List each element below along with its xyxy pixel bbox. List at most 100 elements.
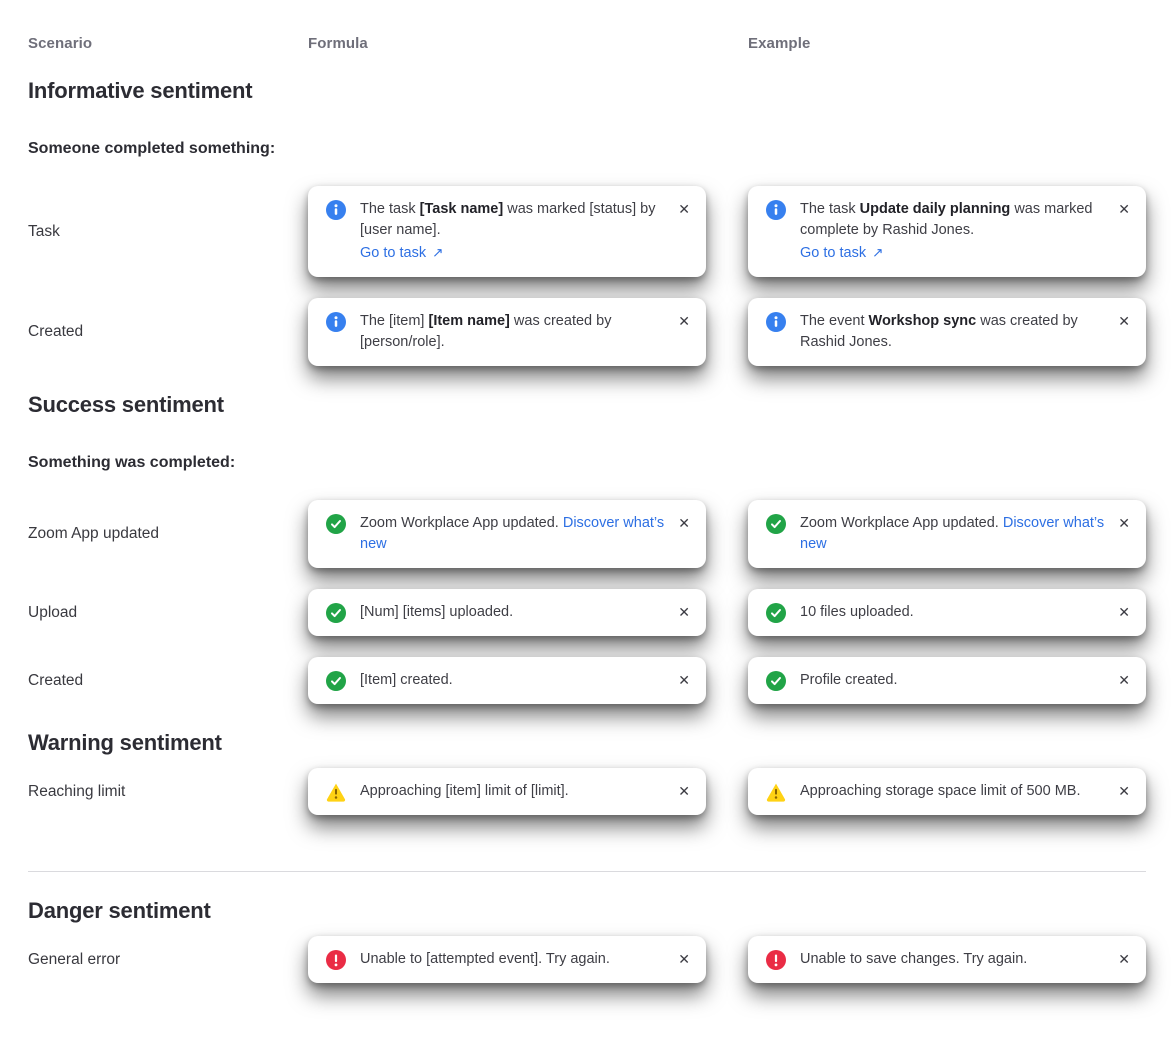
- message-text: Zoom Workplace App updated.: [800, 515, 1003, 531]
- toast-message: Zoom Workplace App updated. Discover wha…: [800, 513, 1106, 555]
- scenario-label: Zoom App updated: [28, 525, 159, 542]
- success-icon: [326, 671, 346, 691]
- toast-content: Approaching [item] limit of [limit].: [360, 781, 666, 802]
- external-link-arrow-icon: ↗: [432, 245, 444, 260]
- close-icon: ✕: [1118, 672, 1130, 688]
- dismiss-button[interactable]: ✕: [678, 951, 690, 968]
- table-row: Zoom App updated Zoom Workplace App updat…: [28, 500, 1146, 568]
- message-text: 10 files uploaded.: [800, 604, 914, 620]
- inline-link[interactable]: Discover what’s new: [360, 515, 665, 552]
- message-text: The task: [360, 201, 420, 217]
- message-text: [Num] [items] uploaded.: [360, 604, 514, 620]
- dismiss-button[interactable]: ✕: [678, 672, 690, 689]
- toast-message: The task Update daily planning was marke…: [800, 199, 1106, 241]
- dismiss-button[interactable]: ✕: [1118, 604, 1130, 621]
- info-icon: [766, 312, 786, 332]
- success-icon: [766, 671, 786, 691]
- rows: Zoom App updated Zoom Workplace App updat…: [28, 500, 1146, 704]
- section-success-sentiment: Success sentiment Something was completed…: [28, 392, 1146, 704]
- success-icon: [766, 514, 786, 534]
- toast-card-formula: The [item] [Item name] was created by [p…: [308, 298, 706, 366]
- toast-message: Unable to [attempted event]. Try again.: [360, 949, 666, 970]
- toast-message: 10 files uploaded.: [800, 602, 1106, 623]
- toast-card-formula: [Item] created. ✕: [308, 657, 706, 704]
- dismiss-button[interactable]: ✕: [1118, 672, 1130, 689]
- scenario-label: General error: [28, 950, 121, 968]
- close-icon: ✕: [1118, 515, 1130, 531]
- toast-card-formula: [Num] [items] uploaded. ✕: [308, 589, 706, 636]
- toast-content: The event Workshop sync was created by R…: [800, 311, 1106, 353]
- inline-link[interactable]: Discover what’s new: [800, 515, 1105, 552]
- toast-content: Unable to save changes. Try again.: [800, 949, 1106, 970]
- message-text: Unable to save changes. Try again.: [800, 951, 1028, 967]
- dismiss-button[interactable]: ✕: [1118, 313, 1130, 330]
- message-text: Zoom Workplace App updated.: [360, 515, 563, 531]
- toast-card-formula: Zoom Workplace App updated. Discover wha…: [308, 500, 706, 568]
- danger-icon: [766, 950, 786, 970]
- toast-message: [Item] created.: [360, 670, 666, 691]
- dismiss-button[interactable]: ✕: [678, 515, 690, 532]
- table-row: Task The task [Task name] was marked [sta…: [28, 186, 1146, 277]
- toast-content: The [item] [Item name] was created by [p…: [360, 311, 666, 353]
- close-icon: ✕: [678, 604, 690, 620]
- toast-card-example: Unable to save changes. Try again. ✕: [748, 936, 1146, 983]
- sections: Informative sentiment Someone completed s…: [28, 78, 1146, 983]
- toast-message: The task [Task name] was marked [status]…: [360, 199, 666, 241]
- dismiss-button[interactable]: ✕: [1118, 515, 1130, 532]
- dismiss-button[interactable]: ✕: [1118, 201, 1130, 218]
- toast-content: The task [Task name] was marked [status]…: [360, 199, 666, 264]
- message-text: Approaching storage space limit of 500 M…: [800, 783, 1081, 799]
- rows: Task The task [Task name] was marked [sta…: [28, 186, 1146, 366]
- toast-card-example: The event Workshop sync was created by R…: [748, 298, 1146, 366]
- action-link[interactable]: Go to task ↗: [360, 245, 444, 261]
- warning-icon: [326, 782, 346, 802]
- dismiss-button[interactable]: ✕: [678, 313, 690, 330]
- section-subtitle: Something was completed:: [28, 454, 236, 471]
- message-text: was created by [person/role].: [360, 313, 612, 350]
- rows: General error Unable to [attempted event]…: [28, 936, 1146, 983]
- toast-message: The [item] [Item name] was created by [p…: [360, 311, 666, 353]
- scenario-label: Task: [28, 222, 60, 240]
- dismiss-button[interactable]: ✕: [678, 604, 690, 621]
- close-icon: ✕: [678, 783, 690, 799]
- dismiss-button[interactable]: ✕: [678, 201, 690, 218]
- toast-message: Approaching storage space limit of 500 M…: [800, 781, 1106, 802]
- message-text: The event: [800, 313, 869, 329]
- message-bold-text: Workshop sync: [868, 313, 977, 329]
- info-icon: [326, 312, 346, 332]
- section-title: Warning sentiment: [28, 730, 222, 755]
- scenario-label: Created: [28, 323, 84, 340]
- table-row: Created [Item] created. ✕ Profile created. ✕: [28, 657, 1146, 704]
- close-icon: ✕: [678, 951, 690, 967]
- close-icon: ✕: [678, 313, 690, 329]
- rows: Reaching limit Approaching [item] limit o…: [28, 768, 1146, 815]
- table-row: General error Unable to [attempted event]…: [28, 936, 1146, 983]
- dismiss-button[interactable]: ✕: [1118, 951, 1130, 968]
- message-text: was marked [status] by [user name].: [360, 201, 656, 238]
- table-row: Created The [item] [Item name] was create…: [28, 298, 1146, 366]
- toast-card-example: Profile created. ✕: [748, 657, 1146, 704]
- dismiss-button[interactable]: ✕: [1118, 783, 1130, 800]
- info-icon: [766, 200, 786, 220]
- toast-card-example: Approaching storage space limit of 500 M…: [748, 768, 1146, 815]
- close-icon: ✕: [1118, 951, 1130, 967]
- toast-content: Profile created.: [800, 670, 1106, 691]
- close-icon: ✕: [1118, 201, 1130, 217]
- info-icon: [326, 200, 346, 220]
- toast-content: Unable to [attempted event]. Try again.: [360, 949, 666, 970]
- close-icon: ✕: [1118, 604, 1130, 620]
- toast-card-example: The task Update daily planning was marke…: [748, 186, 1146, 277]
- close-icon: ✕: [1118, 783, 1130, 799]
- message-text: [Item] created.: [360, 672, 453, 688]
- success-icon: [326, 603, 346, 623]
- message-text: Profile created.: [800, 672, 898, 688]
- table-row: Reaching limit Approaching [item] limit o…: [28, 768, 1146, 815]
- toast-content: Zoom Workplace App updated. Discover wha…: [360, 513, 666, 555]
- message-text: Unable to [attempted event]. Try again.: [360, 951, 610, 967]
- dismiss-button[interactable]: ✕: [678, 783, 690, 800]
- toast-card-formula: The task [Task name] was marked [status]…: [308, 186, 706, 277]
- section-warning-sentiment: Warning sentiment Reaching limit Approachi…: [28, 730, 1146, 815]
- message-text: was marked complete by Rashid Jones.: [800, 201, 1093, 238]
- action-link[interactable]: Go to task ↗: [800, 245, 884, 261]
- toast-card-formula: Unable to [attempted event]. Try again. ✕: [308, 936, 706, 983]
